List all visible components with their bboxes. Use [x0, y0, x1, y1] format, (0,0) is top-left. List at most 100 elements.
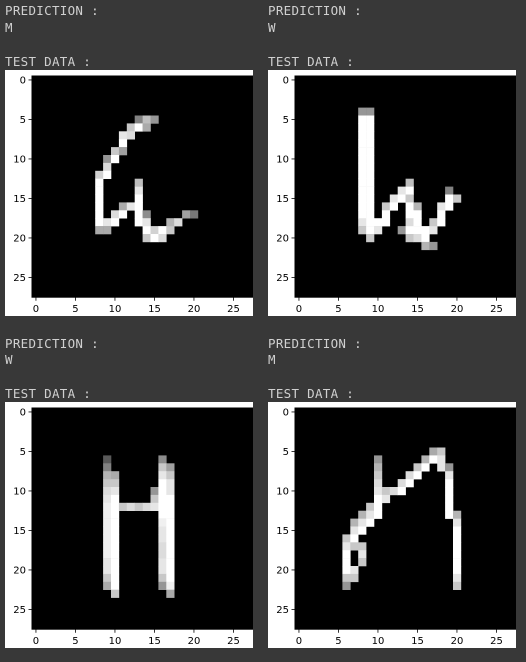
image-pixel	[342, 558, 351, 567]
prediction-value: M	[268, 352, 276, 367]
image-pixel	[134, 178, 143, 187]
image-pixel	[358, 155, 367, 164]
image-pixel	[437, 202, 446, 211]
image-pixel	[342, 542, 351, 551]
image-pixel	[103, 455, 112, 464]
image-pixel	[413, 226, 422, 235]
image-pixel	[366, 147, 375, 156]
x-tick-label: 5	[335, 304, 341, 315]
image-pixel	[111, 558, 120, 567]
plot-frame	[294, 407, 516, 630]
x-tick-label: 25	[490, 636, 503, 647]
image-pixel	[158, 463, 167, 472]
image-pixel	[103, 550, 112, 559]
image-pixel	[342, 534, 351, 543]
image-pixel	[174, 218, 183, 227]
image-pixel	[158, 234, 167, 243]
image-pixel	[150, 226, 159, 235]
image-pixel	[381, 210, 391, 219]
image-pixel	[405, 186, 414, 195]
x-tick-label: 20	[188, 304, 201, 315]
image-pixel	[453, 194, 462, 203]
x-tick-label: 25	[227, 304, 240, 315]
image-pixel	[358, 162, 367, 172]
image-pixel	[366, 186, 375, 195]
image-pixel	[134, 186, 143, 195]
image-pixel	[453, 534, 462, 543]
image-pixel	[358, 131, 367, 140]
x-tick-label: 20	[188, 636, 201, 647]
image-pixel	[103, 218, 112, 227]
image-pixel	[111, 534, 120, 543]
image-pixel	[374, 226, 383, 235]
image-pixel	[142, 218, 151, 227]
image-pixel	[453, 566, 462, 575]
image-pixel	[166, 566, 175, 575]
test-data-label: TEST DATA :	[268, 386, 355, 401]
test-image-plot: 0 5 10 15 20 25 0 5 10 15 20 25	[5, 70, 253, 316]
image-pixel	[158, 534, 167, 543]
image-pixel	[158, 518, 167, 527]
image-pixel	[166, 218, 175, 227]
image-pixel	[453, 526, 462, 535]
prediction-value: W	[268, 20, 276, 35]
image-pixel	[350, 526, 359, 535]
image-pixel	[445, 487, 454, 496]
image-pixel	[126, 502, 135, 511]
image-pixel	[111, 218, 120, 227]
image-pixel	[103, 494, 112, 504]
image-pixel	[374, 494, 383, 504]
image-pixel	[421, 241, 430, 251]
image-pixel	[374, 463, 383, 472]
x-tick-label: 15	[411, 636, 424, 647]
image-pixel	[158, 479, 167, 488]
image-pixel	[429, 226, 438, 235]
y-tick-label: 0	[283, 75, 289, 86]
y-tick-label: 10	[13, 154, 26, 165]
image-pixel	[421, 234, 430, 243]
image-pixel	[111, 581, 120, 590]
image-pixel	[111, 479, 120, 488]
image-pixel	[445, 510, 454, 519]
image-pixel	[166, 573, 175, 583]
image-pixel	[126, 202, 135, 211]
image-pixel	[166, 502, 175, 511]
image-pixel	[158, 550, 167, 559]
image-pixel	[358, 170, 367, 179]
image-pixel	[158, 455, 167, 464]
image-pixel	[142, 115, 151, 124]
image-pixel	[126, 123, 135, 132]
image-pixel	[103, 558, 112, 567]
image-pixel	[374, 471, 383, 480]
image-pixel	[397, 194, 406, 203]
image-pixel	[421, 463, 430, 472]
y-tick-label: 5	[283, 447, 289, 458]
image-pixel	[111, 510, 120, 519]
image-pixel	[366, 162, 375, 172]
image-pixel	[429, 455, 438, 464]
image-pixel	[95, 202, 104, 211]
image-pixel	[437, 463, 446, 472]
image-pixel	[374, 455, 383, 464]
x-tick-label: 5	[72, 636, 78, 647]
image-pixel	[142, 234, 151, 243]
y-tick-label: 15	[13, 526, 26, 537]
image-pixel	[366, 131, 375, 140]
image-pixel	[166, 534, 175, 543]
image-pixel	[103, 518, 112, 527]
image-pixel	[166, 494, 175, 504]
image-pixel	[453, 542, 462, 551]
image-pixel	[453, 558, 462, 567]
image-pixel	[358, 542, 367, 551]
image-pixel	[358, 147, 367, 156]
image-pixel	[445, 494, 454, 504]
image-pixel	[134, 202, 143, 211]
image-pixel	[437, 447, 446, 456]
image-pixel	[437, 218, 446, 227]
image-pixel	[366, 155, 375, 164]
image-pixel	[95, 194, 104, 203]
image-pixel	[381, 487, 391, 496]
y-tick-label: 25	[13, 273, 26, 284]
image-pixel	[158, 471, 167, 480]
image-pixel	[366, 202, 375, 211]
